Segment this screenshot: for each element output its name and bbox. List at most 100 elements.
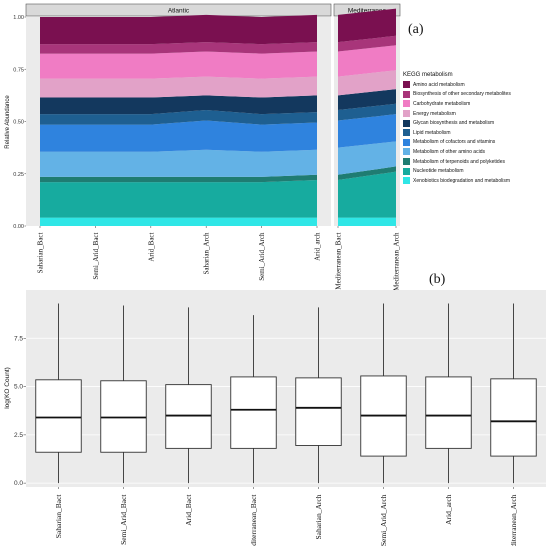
- y-tick-label-b: 7.5: [14, 335, 23, 342]
- legend-swatch: [403, 177, 410, 185]
- x-tick-label-b: Arid_Bact: [184, 494, 193, 526]
- legend-label: Metabolism of terpenoids and polyketides: [413, 158, 505, 165]
- area-amino-acid-metabolism: [40, 14, 317, 45]
- legend-swatch: [403, 158, 410, 166]
- y-tick-label-a: 0.25: [13, 172, 24, 178]
- area-amino-acid-metabolism: [338, 8, 396, 43]
- x-tick-label-a: Arid_Bact: [147, 232, 155, 261]
- area-xenobiotics-biodegradation-and-metabolism: [40, 217, 317, 226]
- legend-label: Glycan biosynthesis and metabolism: [413, 120, 495, 127]
- x-tick-label-b: Semi_Arid_Bact: [119, 494, 128, 545]
- box-iqr: [100, 380, 147, 453]
- box-iqr: [490, 378, 537, 457]
- area-biosynthesis-of-other-secondary-metabolites: [40, 42, 317, 54]
- legend-item: Metabolism of other amino acids: [403, 147, 548, 157]
- box-semi-arid-bact: [100, 305, 147, 484]
- area-carbohydrate-metabolism: [338, 45, 396, 77]
- y-tick-label-a: 0.75: [13, 67, 24, 73]
- x-tick-label-a: Semi_Arid_Bact: [92, 232, 100, 279]
- legend-label: Biosynthesis of other secondary metaboli…: [413, 91, 511, 98]
- legend-item: Metabolism of terpenoids and polyketides: [403, 157, 548, 167]
- area-carbohydrate-metabolism: [40, 51, 317, 79]
- area-energy-metabolism: [40, 76, 317, 98]
- area-metabolism-of-cofactors-and-vitamins: [40, 120, 317, 152]
- legend-swatch: [403, 100, 410, 108]
- legend-item: Nucleotide metabolism: [403, 166, 548, 176]
- x-tick-label-b: Mediterranean_Bact: [249, 494, 258, 546]
- y-axis-label-b: log(KO Count): [4, 367, 11, 409]
- facet-strip-label: Mediterranea: [348, 8, 387, 15]
- x-tick-label-b: Saharian_Arch: [314, 494, 323, 539]
- legend-swatch: [403, 110, 410, 118]
- area-lipid-metabolism: [40, 110, 317, 125]
- x-tick-label-a: Mediterranean_Arch: [393, 232, 401, 290]
- panel-label-a: (a): [408, 22, 424, 37]
- box-iqr: [165, 384, 212, 449]
- box-semi-arid-arch: [360, 303, 407, 484]
- box-saharian-bact: [35, 303, 82, 484]
- x-tick-label-b: Mediterranean_Arch: [509, 494, 518, 546]
- legend-swatch: [403, 167, 410, 175]
- y-tick-label-b: 2.5: [14, 432, 23, 439]
- panel-label-b: (b): [429, 272, 446, 287]
- legend-label: Xenobiotics biodegradation and metabolis…: [413, 177, 511, 184]
- x-tick-label-a: Semi_Arid_Arch: [258, 232, 266, 281]
- legend-title: KEGG metabolism: [403, 72, 453, 78]
- legend: KEGG metabolism Amino acid metabolism Bio…: [403, 72, 548, 186]
- legend-swatch: [403, 148, 410, 156]
- y-tick-label-b: 5.0: [14, 384, 23, 391]
- legend-label: Nucleotide metabolism: [413, 168, 464, 175]
- legend-item: Energy metabolism: [403, 109, 548, 119]
- box-saharian-arch: [295, 307, 342, 484]
- legend-label: Carbohydrate metabolism: [413, 100, 471, 107]
- box-iqr: [295, 377, 342, 446]
- box-arid-arch: [425, 303, 472, 484]
- legend-swatch: [403, 138, 410, 146]
- legend-label: Lipid metabolism: [413, 129, 451, 136]
- area-nucleotide-metabolism: [338, 171, 396, 218]
- legend-item: Carbohydrate metabolism: [403, 99, 548, 109]
- facet-strip-label: Atlantic: [168, 8, 190, 15]
- legend-swatch: [403, 90, 410, 98]
- legend-item: Glycan biosynthesis and metabolism: [403, 118, 548, 128]
- x-tick-label-a: Mediterranean_Bact: [335, 232, 343, 289]
- x-tick-label-a: Saharian_Bact: [37, 232, 45, 273]
- box-iqr: [35, 379, 82, 453]
- x-tick-label-a: Arid_arch: [314, 232, 322, 261]
- x-tick-label-a: Saharian_Arch: [203, 232, 211, 274]
- legend-item: Amino acid metabolism: [403, 80, 548, 90]
- y-tick-label-a: 0.50: [13, 120, 24, 126]
- y-tick-label-b: 0.0: [14, 480, 23, 487]
- box-mediterranean-bact: [230, 315, 277, 484]
- area-metabolism-of-terpenoids-and-polyketides: [338, 166, 396, 181]
- legend-swatch: [403, 81, 410, 89]
- y-tick-label-a: 0.00: [13, 224, 24, 230]
- legend-item: Biosynthesis of other secondary metaboli…: [403, 90, 548, 100]
- box-arid-bact: [165, 307, 212, 484]
- area-xenobiotics-biodegradation-and-metabolism: [338, 217, 396, 226]
- legend-item: Metabolism of cofactors and vitamins: [403, 138, 548, 148]
- area-metabolism-of-other-amino-acids: [338, 141, 396, 175]
- legend-swatch: [403, 119, 410, 127]
- x-tick-label-b: Semi_Arid_Arch: [379, 494, 388, 546]
- area-energy-metabolism: [338, 70, 396, 96]
- legend-swatch: [403, 129, 410, 137]
- y-axis-label-a: Relative Abundance: [5, 95, 11, 149]
- chart-a-stacked-area: Relative Abundance 0.00 0.25 0.50 0.75 1.00 At…: [5, 3, 401, 290]
- y-tick-label-a: 1.00: [13, 15, 24, 21]
- box-iqr: [425, 376, 472, 449]
- box-iqr: [230, 376, 277, 449]
- area-metabolism-of-terpenoids-and-polyketides: [40, 174, 317, 183]
- box-mediterranean-arch: [490, 303, 537, 484]
- area-glycan-biosynthesis-and-metabolism: [40, 95, 317, 115]
- legend-item: Xenobiotics biodegradation and metabolis…: [403, 176, 548, 186]
- x-tick-label-b: Arid_arch: [444, 494, 453, 525]
- legend-label: Metabolism of cofactors and vitamins: [413, 139, 496, 146]
- area-biosynthesis-of-other-secondary-metabolites: [338, 35, 396, 52]
- area-lipid-metabolism: [338, 103, 396, 121]
- legend-label: Amino acid metabolism: [413, 81, 465, 88]
- area-glycan-biosynthesis-and-metabolism: [338, 89, 396, 111]
- legend-label: Energy metabolism: [413, 110, 456, 117]
- chart-b-boxplot: log(KO Count) 0.0 2.5 5.0 7.5 Saharian_Bact Se…: [4, 290, 546, 546]
